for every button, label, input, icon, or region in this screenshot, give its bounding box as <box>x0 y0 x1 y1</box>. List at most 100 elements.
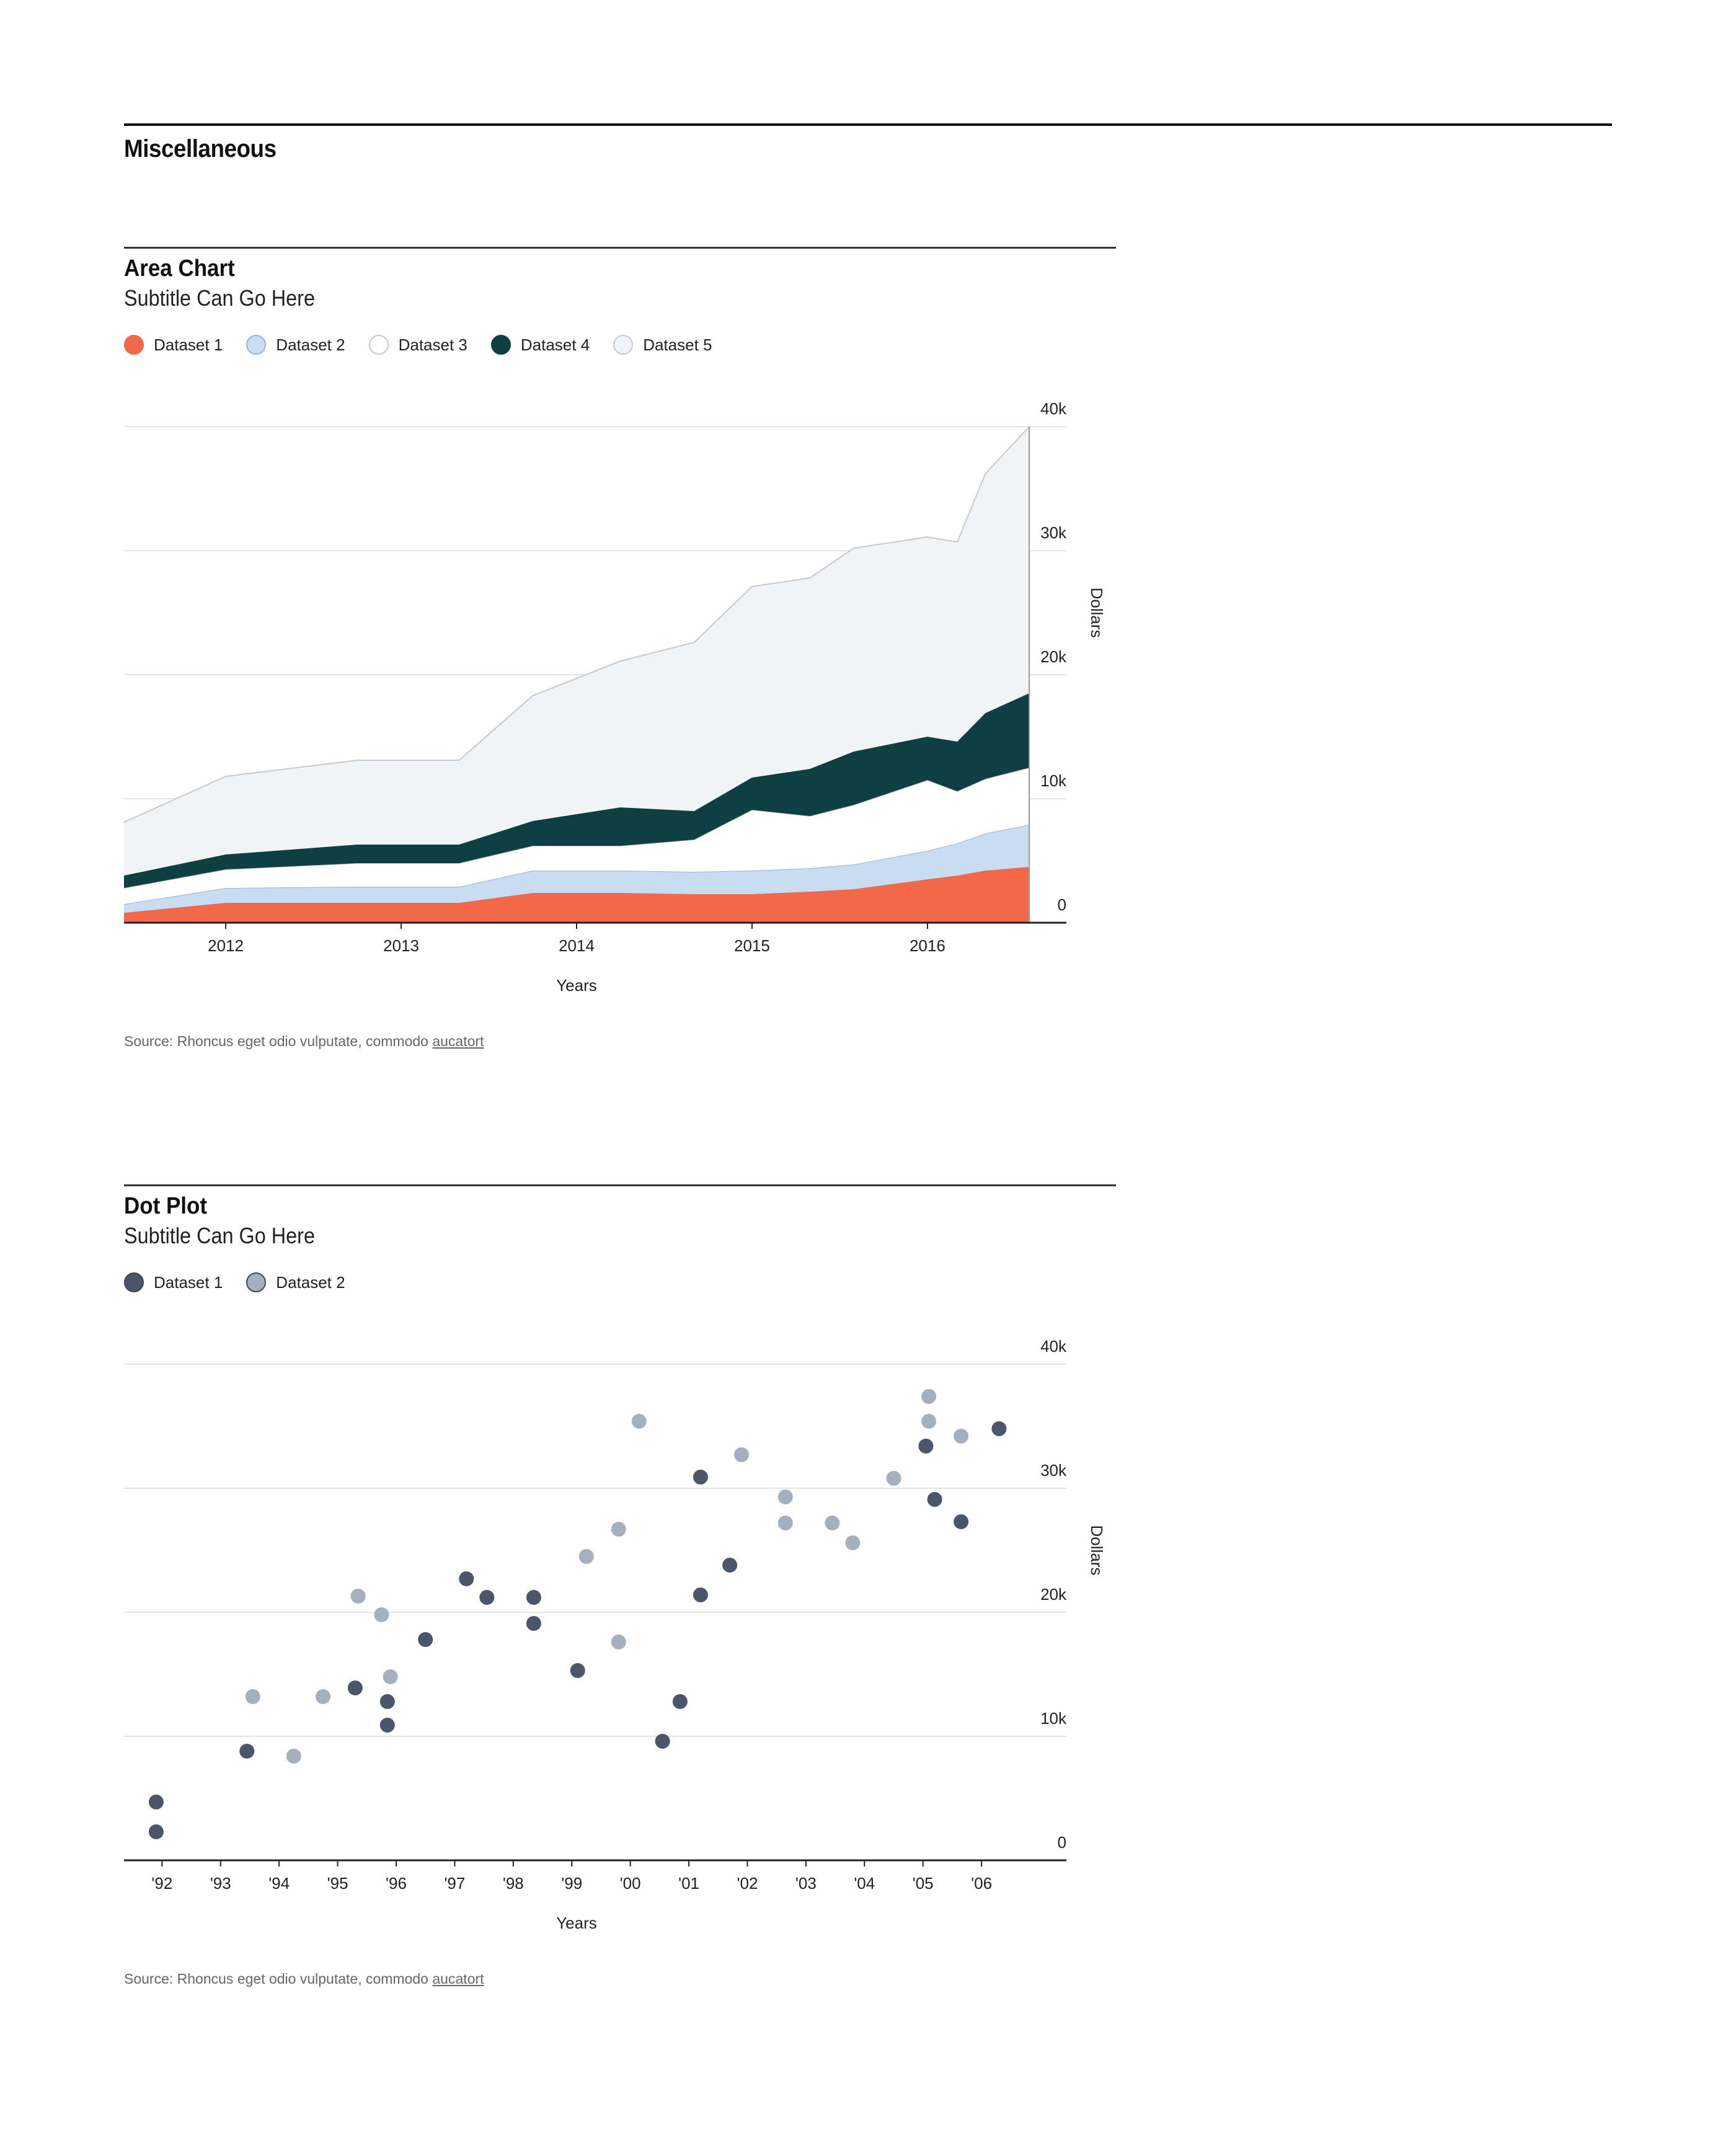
legend-item-dataset-5: Dataset 5 <box>613 335 712 355</box>
dot-dataset-1 <box>239 1744 255 1759</box>
source-link[interactable]: aucatort <box>432 1971 484 1987</box>
chart-legend: Dataset 1 Dataset 2 <box>124 1272 369 1292</box>
x-tick-label: '01 <box>678 1874 699 1893</box>
chart-title: Area Chart <box>124 255 235 282</box>
dot-dataset-2 <box>921 1389 937 1404</box>
y-tick-label: 30k <box>1040 1461 1067 1480</box>
dot-dataset-2 <box>578 1549 594 1564</box>
x-tick-label: '93 <box>210 1874 231 1893</box>
legend-label: Dataset 3 <box>398 335 467 354</box>
x-tick-label: '00 <box>620 1874 641 1893</box>
x-axis-label: Years <box>556 1914 597 1932</box>
dot-dataset-1 <box>148 1795 164 1809</box>
dot-dataset-1 <box>379 1718 395 1733</box>
dot-dataset-2 <box>316 1689 330 1704</box>
dot-dataset-1 <box>570 1663 585 1678</box>
y-tick-label: 10k <box>1040 1709 1067 1728</box>
chart-rule <box>124 1184 1116 1186</box>
dot-dataset-2 <box>631 1414 647 1429</box>
chart-subtitle: Subtitle Can Go Here <box>124 285 315 311</box>
area-dataset-4 <box>124 693 1029 888</box>
dot-dataset-2 <box>734 1447 749 1462</box>
legend-label: Dataset 2 <box>276 1272 345 1292</box>
dot-dataset-2 <box>611 1522 626 1537</box>
x-tick-label: '03 <box>795 1874 817 1893</box>
x-axis-label: Years <box>556 976 597 995</box>
legend-swatch <box>368 335 389 355</box>
x-tick-label: 2015 <box>734 936 770 955</box>
x-tick-label: '98 <box>503 1874 524 1893</box>
x-tick-label: '97 <box>444 1874 465 1893</box>
dot-dataset-1 <box>418 1632 433 1647</box>
area-dataset-3 <box>124 768 1029 904</box>
source-link[interactable]: aucatort <box>432 1033 484 1049</box>
y-tick-label: 20k <box>1040 1585 1067 1604</box>
chart-title: Dot Plot <box>124 1193 207 1219</box>
x-tick-label: '02 <box>737 1874 758 1893</box>
legend-item-dataset-4: Dataset 4 <box>490 335 590 355</box>
dot-dataset-1 <box>918 1439 934 1454</box>
dot-dataset-2 <box>383 1669 398 1684</box>
dot-dataset-1 <box>672 1694 688 1709</box>
section-rule <box>124 123 1612 126</box>
dot-dataset-2 <box>611 1635 626 1649</box>
y-tick-label: 20k <box>1040 647 1067 666</box>
dot-dataset-1 <box>379 1694 395 1709</box>
x-tick-label: '99 <box>561 1874 582 1893</box>
area-line-dataset-5 <box>124 426 1030 823</box>
dot-dataset-2 <box>954 1429 969 1444</box>
legend-label: Dataset 4 <box>520 335 590 354</box>
x-tick-label: 2012 <box>208 936 244 955</box>
legend-item-dataset-2: Dataset 2 <box>246 335 345 355</box>
legend-label: Dataset 5 <box>643 335 712 354</box>
dot-dataset-2 <box>921 1414 937 1429</box>
chart-source: Source: Rhoncus eget odio vulputate, com… <box>124 1033 484 1050</box>
dot-dataset-2 <box>886 1471 901 1486</box>
chart-rule <box>124 247 1116 249</box>
x-tick-label: '94 <box>268 1874 290 1893</box>
y-tick-label: 0 <box>1058 1833 1066 1852</box>
legend-swatch <box>490 335 511 355</box>
y-tick-label: 40k <box>1040 1337 1067 1356</box>
y-axis-label: Dollars <box>1087 1525 1106 1576</box>
dot-dataset-1 <box>655 1734 670 1749</box>
x-tick-label: '04 <box>854 1874 875 1893</box>
dot-dataset-1 <box>347 1680 363 1695</box>
dot-dataset-1 <box>954 1514 969 1529</box>
dot-plot-svg: 0 10k 20k 30k 40k '92 '93 '94 '95 '96 '97 '98 '99 '00… <box>124 1337 1106 1932</box>
dot-dataset-2 <box>374 1607 389 1622</box>
legend-label: Dataset 2 <box>276 335 345 354</box>
dot-dataset-2 <box>777 1489 793 1504</box>
dot-dataset-1 <box>693 1587 708 1602</box>
chart-legend: Dataset 1 Dataset 2 Dataset 3 Dataset 4 Data… <box>124 335 735 355</box>
legend-swatch <box>124 335 144 355</box>
dot-dataset-1 <box>526 1590 541 1605</box>
y-tick-label: 30k <box>1040 523 1067 542</box>
dot-dataset-1 <box>927 1492 942 1507</box>
x-tick-label: '96 <box>386 1874 407 1893</box>
dot-dataset-2 <box>845 1535 861 1550</box>
source-text: Source: Rhoncus eget odio vulputate, com… <box>124 1033 433 1049</box>
x-tick-label: '06 <box>971 1874 992 1893</box>
legend-item-dataset-3: Dataset 3 <box>368 335 467 355</box>
x-tick-label: 2016 <box>910 936 946 955</box>
dot-dataset-1 <box>526 1616 541 1631</box>
section-title: Miscellaneous <box>124 135 277 162</box>
dot-dataset-1 <box>479 1590 495 1605</box>
source-text: Source: Rhoncus eget odio vulputate, com… <box>124 1971 433 1987</box>
legend-swatch <box>124 1272 144 1292</box>
dot-dataset-1 <box>459 1571 474 1586</box>
dot-dataset-2 <box>825 1516 840 1530</box>
legend-swatch <box>613 335 634 355</box>
x-tick-label: '92 <box>151 1874 172 1893</box>
chart-subtitle: Subtitle Can Go Here <box>124 1223 315 1248</box>
x-tick-label: '95 <box>327 1874 348 1893</box>
x-tick-label: 2014 <box>559 936 595 955</box>
area-chart-block: Area Chart Subtitle Can Go Here Dataset … <box>124 247 1116 1065</box>
legend-swatch <box>246 1272 267 1292</box>
dot-dataset-1 <box>991 1421 1007 1436</box>
legend-swatch <box>246 335 267 355</box>
dot-dataset-2 <box>350 1589 366 1604</box>
area-dataset-2 <box>124 825 1029 913</box>
y-tick-label: 0 <box>1058 895 1066 914</box>
